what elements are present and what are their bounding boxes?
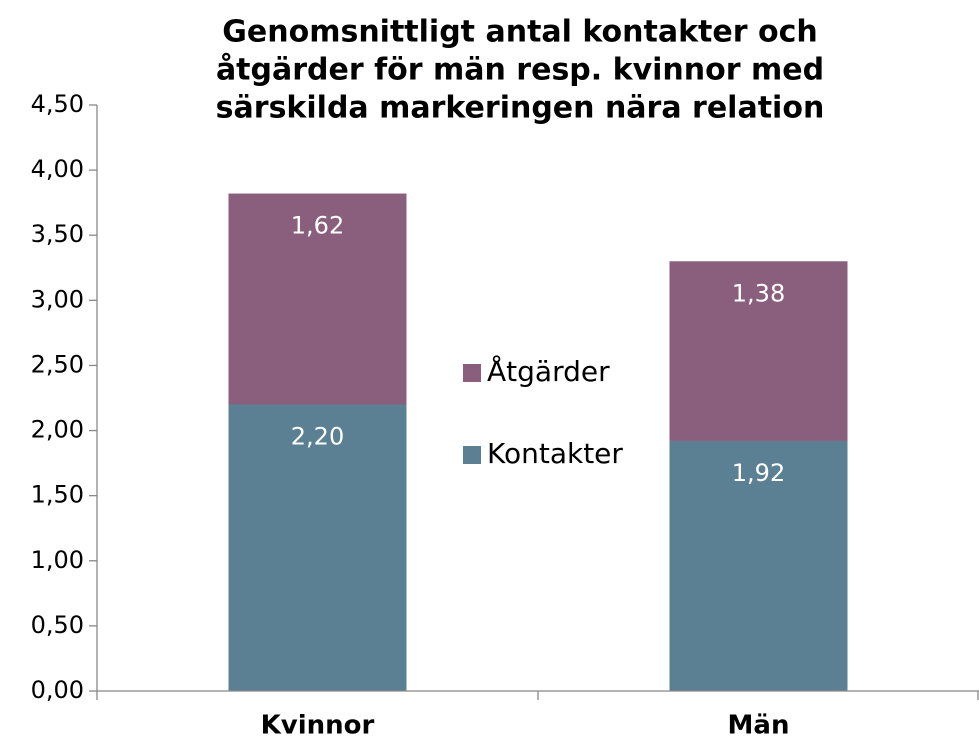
y-tick-label: 3,00 (31, 285, 84, 313)
y-tick-label: 4,00 (31, 155, 84, 183)
x-tick-label: Män (728, 711, 790, 740)
bar-segment (669, 261, 848, 441)
data-label: 2,20 (291, 423, 344, 451)
legend-swatch (463, 364, 481, 382)
chart-title: åtgärder för män resp. kvinnor med (216, 52, 824, 88)
legend-label: Kontakter (487, 437, 623, 470)
bar-segment (228, 193, 407, 405)
chart-title: särskilda markeringen nära relation (216, 91, 825, 126)
y-tick-label: 2,50 (31, 350, 84, 378)
bar-segment (228, 404, 407, 691)
y-tick-label: 0,50 (31, 611, 84, 639)
data-label: 1,62 (291, 212, 344, 240)
y-tick-label: 1,50 (31, 481, 84, 509)
y-tick-label: 1,00 (31, 546, 84, 574)
y-tick-label: 4,50 (31, 90, 84, 118)
legend-label: Åtgärder (487, 354, 610, 388)
legend-swatch (463, 446, 481, 464)
chart-title: Genomsnittligt antal kontakter och (222, 15, 817, 50)
data-label: 1,92 (732, 459, 785, 487)
x-tick-label: Kvinnor (261, 711, 375, 740)
data-label: 1,38 (732, 279, 785, 307)
y-tick-label: 2,00 (31, 416, 84, 444)
bar-segment (669, 440, 848, 691)
y-tick-label: 0,00 (31, 676, 84, 704)
y-tick-label: 3,50 (31, 220, 84, 248)
